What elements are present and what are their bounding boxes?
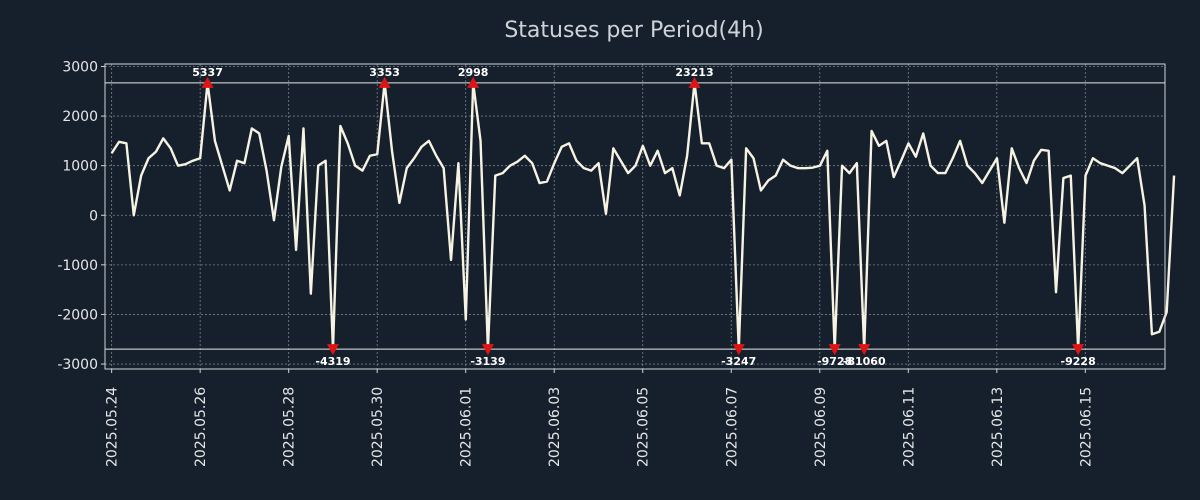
trough-label: -3139 <box>470 355 505 368</box>
trough-label: -9728 <box>817 355 852 368</box>
x-tick-label: 2025.06.11 <box>901 387 917 467</box>
peak-label: 23213 <box>675 66 713 79</box>
y-tick-label: 1000 <box>62 159 98 175</box>
chart-title: Statuses per Period(4h) <box>504 18 763 43</box>
annotation-markers: 5337 3353 2998 23213 -4319 -3139 -3247 -9728-81… <box>192 66 1096 368</box>
trough-marker <box>828 344 841 356</box>
trough-label: -81060 <box>843 355 886 368</box>
trough-label: -4319 <box>315 355 350 368</box>
peak-marker <box>688 76 701 88</box>
x-tick-label: 2025.06.13 <box>990 387 1006 467</box>
y-tick-label: 0 <box>89 208 98 224</box>
trough-label: -9228 <box>1061 355 1096 368</box>
trough-marker <box>858 344 871 356</box>
y-tick-label: -2000 <box>57 307 98 323</box>
x-tick-label: 2025.06.03 <box>547 387 563 467</box>
x-tick-label: 2025.05.26 <box>193 387 209 467</box>
x-tick-label: 2025.06.05 <box>636 387 652 467</box>
x-tick-label: 2025.06.07 <box>724 387 740 467</box>
x-tick-label: 2025.05.24 <box>105 387 121 467</box>
trough-marker <box>1072 344 1085 356</box>
x-tick-label: 2025.05.28 <box>282 387 298 467</box>
x-tick-label: 2025.06.15 <box>1078 387 1094 467</box>
y-tick-label: -3000 <box>57 357 98 373</box>
trough-marker <box>481 344 494 356</box>
trough-marker <box>326 344 339 356</box>
peak-marker <box>467 76 480 88</box>
clip-reference-lines <box>105 82 1165 350</box>
x-tick-label: 2025.06.01 <box>459 387 475 467</box>
y-tick-label: -1000 <box>57 258 98 274</box>
x-tick-label: 2025.05.30 <box>370 387 386 467</box>
trough-marker <box>732 344 745 356</box>
peak-label: 5337 <box>192 66 223 79</box>
series-line-statuses <box>110 81 1176 351</box>
peak-marker <box>201 76 214 88</box>
peak-marker <box>378 76 391 88</box>
x-tick-label: 2025.06.09 <box>813 387 829 467</box>
peak-label: 2998 <box>458 66 489 79</box>
y-tick-label: 3000 <box>62 59 98 75</box>
peak-label: 3353 <box>369 66 400 79</box>
trough-label: -3247 <box>721 355 756 368</box>
plot-frame <box>104 63 1166 370</box>
y-tick-label: 2000 <box>62 109 98 125</box>
grid <box>105 64 1165 369</box>
axes: 3000 2000 1000 0 -1000 -2000 -3000 2025.05.24 20… <box>57 59 1094 467</box>
